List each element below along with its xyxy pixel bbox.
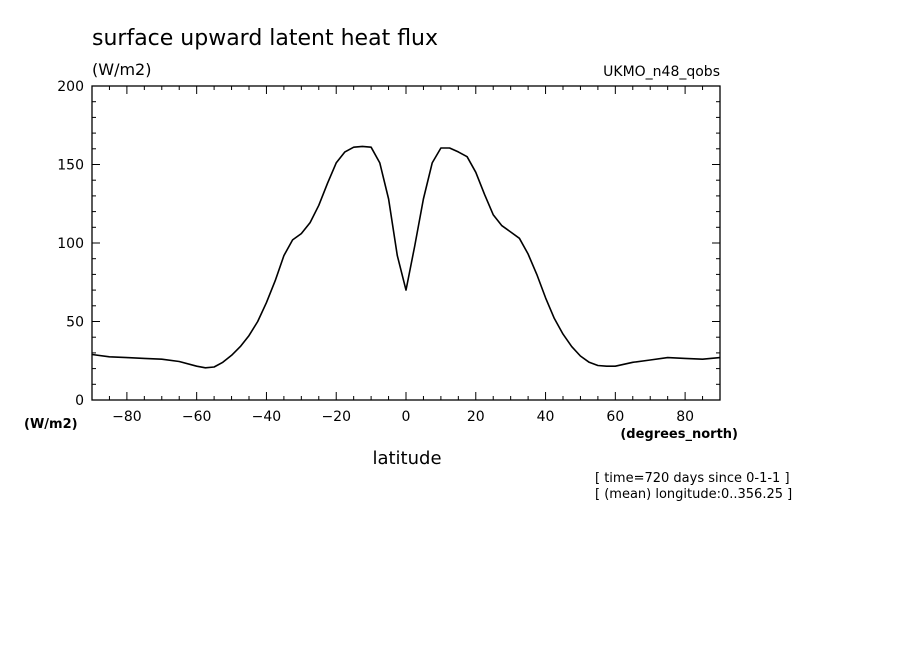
axis-ticks — [91, 85, 721, 401]
note-longitude: [ (mean) longitude:0..356.25 ] — [595, 487, 792, 502]
x-tick-label: 20 — [467, 409, 485, 425]
x-axis-label: latitude — [372, 448, 441, 469]
tick-labels: −80 −60 −40 −20 0 20 40 60 80 0 50 100 150 200 — [57, 79, 694, 425]
y-unit-label: (W/m2) — [24, 417, 78, 432]
y-tick-label: 200 — [57, 79, 84, 95]
y-tick-label: 150 — [57, 158, 84, 174]
y-tick-label: 100 — [57, 236, 84, 252]
x-tick-label: 0 — [402, 409, 411, 425]
x-tick-label: −80 — [112, 409, 142, 425]
series-line — [91, 145, 721, 369]
y-tick-label: 0 — [75, 393, 84, 409]
x-tick-label: −40 — [252, 409, 282, 425]
x-unit-label: (degrees_north) — [620, 427, 738, 442]
plot-frame — [91, 85, 721, 401]
x-tick-label: −20 — [321, 409, 351, 425]
x-tick-label: 60 — [606, 409, 624, 425]
x-tick-label: 40 — [537, 409, 555, 425]
chart-title: surface upward latent heat flux — [92, 26, 438, 51]
note-time: [ time=720 days since 0-1-1 ] — [595, 471, 790, 486]
dataset-label: UKMO_n48_qobs — [603, 64, 720, 80]
x-tick-label: 80 — [676, 409, 694, 425]
y-tick-label: 50 — [66, 315, 84, 331]
units-label: (W/m2) — [92, 60, 151, 79]
x-tick-label: −60 — [182, 409, 212, 425]
